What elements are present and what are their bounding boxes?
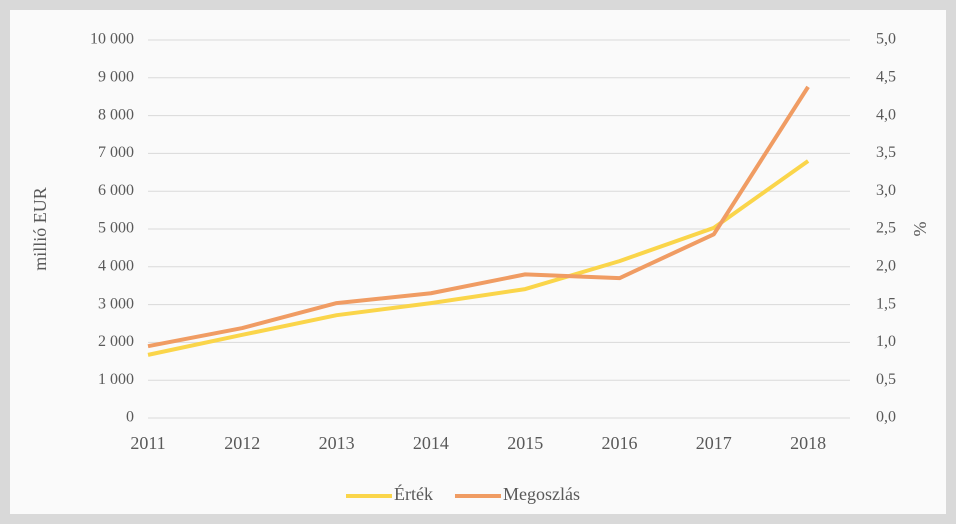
x-tick-label: 2018: [790, 433, 826, 453]
y2-tick-label: 4,5: [876, 68, 896, 85]
y-tick-label: 8 000: [98, 106, 134, 123]
y-tick-label: 3 000: [98, 295, 134, 312]
series-line: [147, 159, 810, 357]
y-tick-label: 5 000: [98, 220, 134, 237]
y2-tick-label: 3,0: [876, 182, 896, 199]
y2-tick-label: 2,5: [876, 220, 896, 237]
legend-label: Megoszlás: [503, 484, 580, 504]
x-tick-label: 2012: [224, 433, 260, 453]
y-tick-label: 0: [126, 409, 134, 426]
y-tick-label: 7 000: [98, 144, 134, 161]
y2-tick-label: 5,0: [876, 31, 896, 48]
y-tick-label: 6 000: [98, 182, 134, 199]
x-tick-label: 2013: [319, 433, 355, 453]
x-tick-label: 2011: [130, 433, 165, 453]
y-tick-label: 4 000: [98, 257, 134, 274]
y2-tick-label: 3,5: [876, 144, 896, 161]
y2-tick-label: 4,0: [876, 106, 896, 123]
y2-tick-label: 0,5: [876, 371, 896, 388]
y2-tick-label: 2,0: [876, 257, 896, 274]
x-tick-label: 2015: [507, 433, 543, 453]
x-tick-label: 2014: [413, 433, 449, 453]
y-tick-label: 10 000: [90, 31, 134, 48]
y2-tick-label: 1,5: [876, 295, 896, 312]
y2-axis-label: %: [910, 222, 930, 237]
y-tick-label: 1 000: [98, 371, 134, 388]
y-axis-label: millió EUR: [30, 187, 50, 271]
legend-label: Érték: [394, 483, 433, 504]
x-tick-label: 2017: [696, 433, 732, 453]
y2-tick-label: 1,0: [876, 333, 896, 350]
y-tick-label: 9 000: [98, 68, 134, 85]
series-line: [147, 85, 810, 349]
y2-tick-label: 0,0: [876, 409, 896, 426]
chart-area: [10, 10, 946, 514]
y-tick-label: 2 000: [98, 333, 134, 350]
x-tick-label: 2016: [602, 433, 638, 453]
